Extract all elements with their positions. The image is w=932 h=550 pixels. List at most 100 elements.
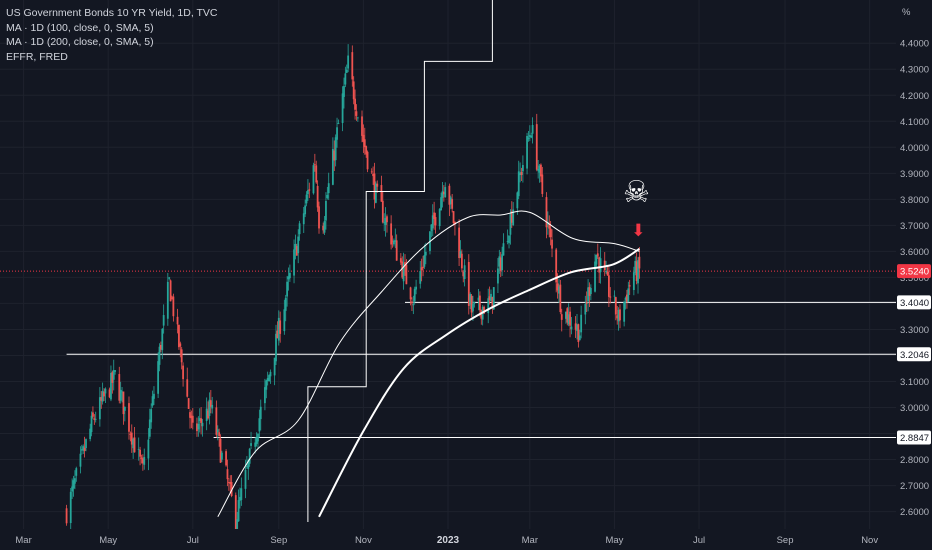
candle-body bbox=[180, 349, 183, 363]
candle-body bbox=[315, 165, 318, 183]
candle-body bbox=[623, 301, 626, 322]
candle-body bbox=[140, 457, 143, 459]
candle-body bbox=[196, 423, 198, 432]
candle bbox=[502, 233, 505, 256]
candle bbox=[264, 378, 266, 411]
candle bbox=[520, 167, 523, 181]
x-tick-label: May bbox=[99, 535, 117, 546]
candle bbox=[221, 450, 223, 463]
candle-body bbox=[613, 295, 616, 297]
candle bbox=[201, 418, 204, 437]
candle-body bbox=[89, 428, 92, 440]
level-tag-box bbox=[897, 347, 931, 362]
candle bbox=[564, 311, 567, 324]
candle bbox=[166, 272, 169, 326]
candle bbox=[85, 438, 87, 452]
candle-body bbox=[614, 297, 617, 315]
candle-body bbox=[374, 183, 377, 203]
candle-body bbox=[517, 171, 520, 197]
candle bbox=[472, 295, 474, 321]
candle bbox=[219, 434, 222, 463]
candle bbox=[157, 352, 160, 399]
candle-body bbox=[569, 311, 571, 326]
candle-body bbox=[159, 344, 162, 350]
candles bbox=[65, 44, 641, 529]
candle bbox=[187, 398, 190, 409]
candle bbox=[499, 251, 502, 278]
candle-body bbox=[161, 328, 164, 351]
candle-body bbox=[305, 194, 308, 204]
candle-body bbox=[472, 303, 474, 312]
candle-body bbox=[216, 429, 219, 433]
y-tick-label: 4.3000 bbox=[900, 65, 929, 76]
candle-body bbox=[312, 165, 315, 194]
candle bbox=[189, 409, 191, 429]
candle bbox=[580, 305, 583, 339]
candle bbox=[65, 504, 68, 526]
candle-body bbox=[444, 187, 447, 198]
candle-body bbox=[323, 221, 326, 233]
candle-body bbox=[540, 164, 542, 177]
candle-body bbox=[112, 370, 115, 380]
candle-body bbox=[316, 185, 319, 208]
candle-body bbox=[365, 146, 368, 155]
candle bbox=[605, 260, 608, 274]
candle-body bbox=[121, 391, 123, 393]
candle bbox=[372, 166, 375, 185]
candle-body bbox=[384, 218, 387, 225]
candle-body bbox=[512, 209, 515, 226]
candle-body bbox=[460, 253, 463, 269]
candle-body bbox=[390, 223, 393, 245]
candle bbox=[460, 249, 463, 273]
x-tick-label: 2023 bbox=[437, 535, 460, 546]
candle-body bbox=[527, 137, 530, 139]
candle bbox=[141, 454, 144, 471]
candle-body bbox=[412, 304, 415, 306]
x-tick-label: Nov bbox=[861, 535, 878, 546]
candle-body bbox=[269, 371, 272, 377]
y-tick-label: 3.1000 bbox=[900, 377, 929, 388]
candle bbox=[537, 159, 540, 179]
candle bbox=[419, 261, 422, 289]
legend-effr: EFFR, FRED bbox=[6, 50, 68, 63]
candle bbox=[366, 150, 369, 173]
candle bbox=[569, 306, 571, 338]
candle bbox=[305, 191, 308, 207]
candle-body bbox=[559, 284, 562, 313]
candle bbox=[93, 414, 96, 425]
candle-body bbox=[343, 85, 345, 97]
y-tick-label: 2.7000 bbox=[900, 481, 929, 492]
candle bbox=[441, 181, 444, 208]
candle bbox=[570, 317, 573, 335]
candle bbox=[574, 316, 577, 338]
candle bbox=[576, 313, 578, 340]
candle bbox=[79, 446, 82, 474]
candle bbox=[236, 511, 239, 529]
candle-body bbox=[596, 253, 599, 257]
candle-body bbox=[157, 361, 160, 394]
candle bbox=[638, 246, 641, 279]
candle bbox=[606, 265, 609, 276]
candle bbox=[119, 381, 122, 404]
candle bbox=[205, 397, 208, 431]
candle-body bbox=[258, 418, 261, 432]
candle-body bbox=[577, 324, 580, 342]
candle-body bbox=[422, 266, 424, 268]
candle bbox=[304, 199, 307, 218]
candle-body bbox=[103, 392, 105, 397]
level-tag-box bbox=[897, 295, 931, 310]
candle bbox=[473, 301, 476, 308]
candle bbox=[356, 116, 359, 122]
candle bbox=[133, 426, 136, 453]
candle bbox=[277, 310, 280, 346]
candle bbox=[323, 215, 326, 235]
candle-body bbox=[424, 251, 427, 256]
candle-body bbox=[352, 81, 355, 100]
candle bbox=[444, 182, 447, 198]
candle-body bbox=[119, 389, 122, 401]
candle-body bbox=[440, 197, 442, 211]
candle-body bbox=[402, 263, 405, 282]
candle bbox=[363, 127, 366, 155]
